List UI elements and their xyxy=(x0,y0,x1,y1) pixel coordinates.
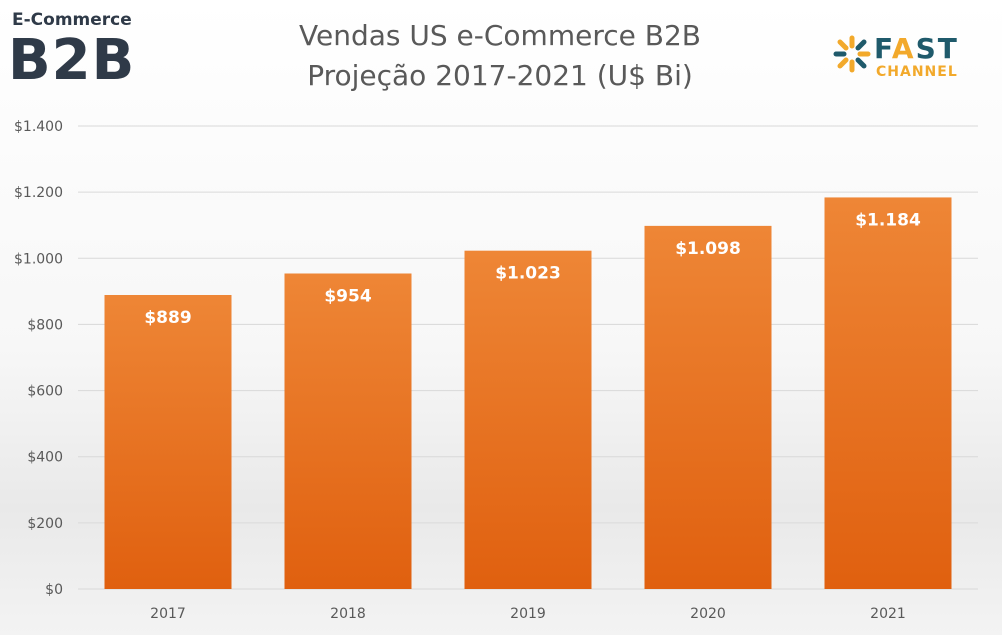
starburst-icon xyxy=(833,35,871,73)
logo-text-channel: CHANNEL xyxy=(876,64,958,80)
y-tick-label: $1.000 xyxy=(14,251,63,267)
data-label: $954 xyxy=(324,286,371,306)
y-tick-label: $600 xyxy=(27,384,63,400)
bar-2021 xyxy=(824,197,952,590)
bar-2020 xyxy=(644,225,772,589)
chart-title: Vendas US e-Commerce B2B xyxy=(299,19,701,52)
x-tick-label: 2017 xyxy=(150,606,186,622)
x-tick-label: 2020 xyxy=(690,606,726,622)
data-label: $889 xyxy=(144,308,191,328)
chart-subtitle: Projeção 2017-2021 (U$ Bi) xyxy=(307,59,693,92)
y-tick-label: $200 xyxy=(27,516,63,532)
y-tick-label: $400 xyxy=(27,450,63,466)
x-tick-label: 2021 xyxy=(870,606,906,622)
data-label: $1.098 xyxy=(675,239,741,259)
logo-text-fast: FAST xyxy=(874,32,959,65)
y-tick-label: $1.400 xyxy=(14,119,63,135)
bar-2018 xyxy=(284,273,412,589)
y-tick-label: $800 xyxy=(27,317,63,333)
brand-subtitle: E-Commerce xyxy=(12,10,132,30)
data-label: $1.023 xyxy=(495,264,561,284)
bar-2017 xyxy=(104,294,232,589)
data-label: $1.184 xyxy=(855,210,921,230)
fast-channel-logo: FAST CHANNEL xyxy=(832,34,992,82)
x-tick-label: 2019 xyxy=(510,606,546,622)
bar-2019 xyxy=(464,250,592,589)
y-tick-label: $1.200 xyxy=(14,185,63,201)
y-tick-label: $0 xyxy=(45,582,63,598)
brand-title: B2B xyxy=(8,28,136,93)
x-tick-label: 2018 xyxy=(330,606,366,622)
